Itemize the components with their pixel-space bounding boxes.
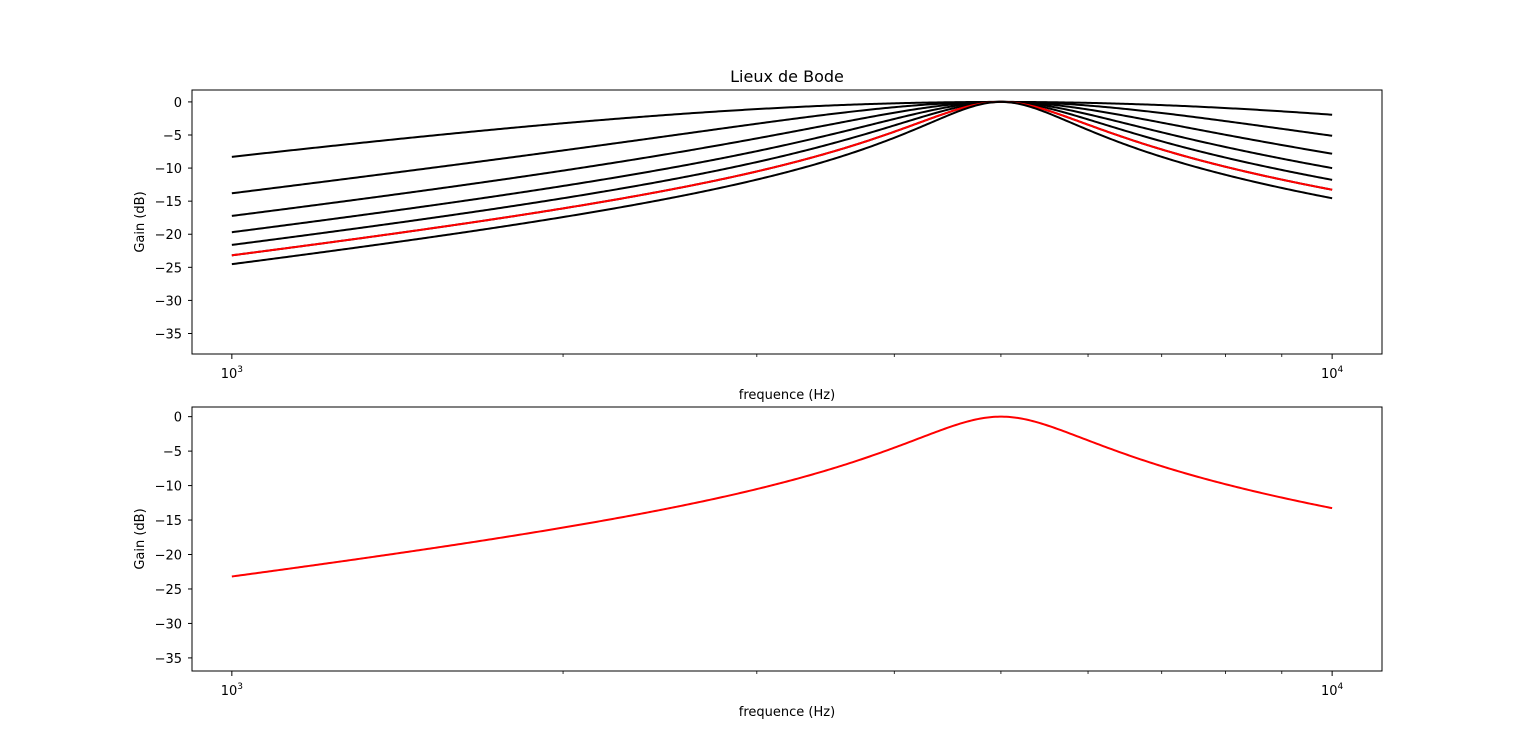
y-tick-label: −35 [155,327,182,342]
y-tick-label: −20 [155,549,182,564]
bottom-plot-y-ticks: 0 −5 −10 −15 −20 −25 −30 −35 [155,411,192,667]
y-tick-label: −30 [155,294,182,309]
series-line-3 [231,100,1333,234]
x-tick-exponent: 4 [1338,682,1344,692]
y-tick-label: −15 [155,195,182,210]
series-line-0 [231,100,1333,158]
top-plot-series [231,100,1333,266]
series-line-2 [231,100,1333,217]
y-tick-label: 0 [174,411,182,426]
top-plot-x-axis-label: frequence (Hz) [739,388,835,403]
y-tick-label: −30 [155,617,182,632]
y-tick-label: −25 [155,261,182,276]
y-tick-label: −35 [155,652,182,667]
series-line-4 [231,100,1333,246]
series-line-6 [231,100,1333,257]
x-tick-base: 10 [1321,684,1338,699]
y-tick-label: −15 [155,514,182,529]
y-tick-label: −10 [155,162,182,177]
chart-title: Lieux de Bode [730,67,844,86]
bottom-plot-series [231,415,1333,578]
series-line-1 [231,100,1333,195]
y-tick-label: −5 [163,129,182,144]
x-tick-label: 104 [1321,682,1344,699]
x-tick-label: 103 [221,365,243,382]
top-plot-frame [191,89,1383,355]
bottom-plot-x-axis-label: frequence (Hz) [739,705,835,720]
top-plot-y-ticks: 0 −5 −10 −15 −20 −25 −30 −35 [155,96,192,342]
x-tick-label: 104 [1321,365,1344,382]
x-tick-exponent: 4 [1338,365,1344,375]
x-tick-exponent: 3 [237,365,243,375]
series-line-7 [231,100,1333,266]
y-tick-label: −10 [155,480,182,495]
x-tick-label: 103 [221,682,243,699]
y-tick-label: −25 [155,583,182,598]
y-tick-label: 0 [174,96,182,111]
y-tick-label: −5 [163,445,182,460]
series-line-0 [231,415,1333,578]
bottom-gain-plot: 0−5−10−15−20−25−30−35 103 104 frequence (… [133,406,1383,720]
x-tick-base: 10 [221,684,238,699]
x-tick-base: 10 [221,367,238,382]
bottom-plot-y-axis-label: Gain (dB) [133,508,148,569]
top-gain-plot: Lieux de Bode 0−5−10−15−20−25−30−35 103 1… [133,67,1383,403]
top-plot-y-axis-label: Gain (dB) [133,191,148,252]
x-tick-exponent: 3 [237,682,243,692]
bottom-plot-frame [191,406,1383,672]
x-tick-base: 10 [1321,367,1338,382]
y-tick-label: −20 [155,228,182,243]
